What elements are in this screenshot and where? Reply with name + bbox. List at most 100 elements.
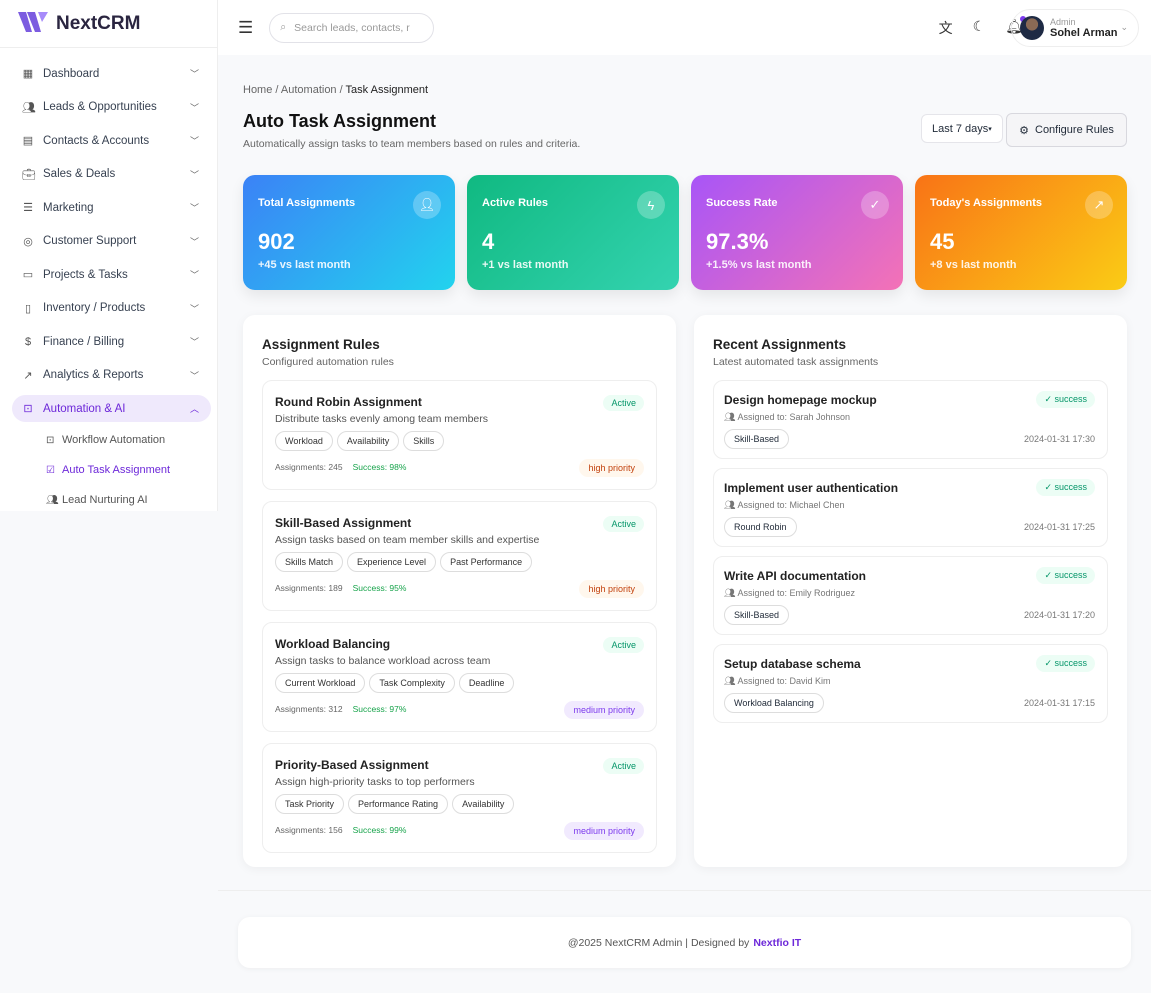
stat-value: 97.3% <box>706 229 769 254</box>
dollar-icon: $ <box>24 335 32 348</box>
assignment-item[interactable]: Write API documentation 👥︎ Assigned to: E… <box>713 556 1108 635</box>
assignee: Assigned to: Emily Rodriguez <box>737 588 855 598</box>
sidebar-item[interactable]: ◎ Customer Support ﹀ <box>0 225 217 259</box>
sidebar-item[interactable]: 👥︎ Leads & Opportunities ﹀ <box>0 91 217 125</box>
status-badge: Active <box>603 637 644 653</box>
success-rate: Success: 99% <box>352 825 407 835</box>
footer: @2025 NextCRM Admin | Designed by Nextfi… <box>238 917 1131 968</box>
sidebar-item[interactable]: ▤ Contacts & Accounts ﹀ <box>0 124 217 158</box>
stat-card: Total Assignments 902 +45 vs last month 👤︎ <box>243 175 455 290</box>
divider <box>218 890 1151 891</box>
assignee: Assigned to: Sarah Johnson <box>737 412 851 422</box>
chevron-down-icon: ﹀ <box>189 203 199 214</box>
sidebar-subitem[interactable]: 👥︎ Lead Nurturing AI <box>0 485 217 515</box>
breadcrumb-section[interactable]: Automation <box>280 84 337 96</box>
assignment-item[interactable]: Setup database schema 👥︎ Assigned to: Dav… <box>713 644 1108 723</box>
sidebar-item-label: Marketing <box>43 201 94 214</box>
translate-icon[interactable]: 文 <box>938 20 953 36</box>
sidebar-item[interactable]: ▭ Projects & Tasks ﹀ <box>0 258 217 292</box>
stat-card: Active Rules 4 +1 vs last month ϟ <box>467 175 679 290</box>
rule-description: Assign tasks based on team member skills… <box>275 534 540 546</box>
stat-change: +1.5% vs last month <box>706 259 812 271</box>
search-input[interactable]: ⌕ Search leads, contacts, r <box>269 12 435 43</box>
check-circle-icon: ✓ <box>1044 482 1055 492</box>
user-menu[interactable]: Admin Sohel Arman ⌄ <box>1011 9 1139 47</box>
rule-card[interactable]: Round Robin Assignment Distribute tasks e… <box>262 380 657 490</box>
search-placeholder: Search leads, contacts, r <box>294 21 410 34</box>
success-rate: Success: 95% <box>352 583 407 593</box>
bot-icon: ⊡ <box>46 434 55 446</box>
assignment-item[interactable]: Implement user authentication 👥︎ Assigned… <box>713 468 1108 547</box>
chevron-down-icon: ﹀ <box>189 370 199 381</box>
stat-label: Success Rate <box>706 197 778 209</box>
status-badge: ✓ success <box>1036 391 1095 408</box>
sidebar-item[interactable]: ⊡ Automation & AI ︿ <box>12 395 211 422</box>
chevron-down-icon: ﹀ <box>189 337 199 348</box>
sidebar-subitem-label: Auto Task Assignment <box>62 464 171 476</box>
logo[interactable]: NextCRM <box>0 0 217 48</box>
user-check-icon: 👤︎ <box>413 191 441 219</box>
check-circle-icon: ✓ <box>1044 658 1055 668</box>
rule-tag: Skill-Based <box>724 429 790 449</box>
menu-toggle-icon[interactable]: ☰ <box>238 17 254 37</box>
assignment-count: Assignments: 312 <box>275 704 343 714</box>
users-icon: 👥︎ <box>22 101 36 114</box>
rule-tag: Round Robin <box>724 517 797 537</box>
sidebar-item[interactable]: ▯ Inventory / Products ﹀ <box>0 292 217 326</box>
status-text: success <box>1054 394 1087 404</box>
check-circle-icon: ✓ <box>861 191 889 219</box>
check-circle-icon: ✓ <box>1044 394 1055 404</box>
users-icon: 👥︎ <box>724 588 738 598</box>
panel-title: Assignment Rules <box>262 337 380 352</box>
sidebar-item-label: Leads & Opportunities <box>43 101 157 114</box>
task-name: Implement user authentication <box>724 481 899 495</box>
sidebar-subitem[interactable]: ⊡ Workflow Automation <box>0 425 217 455</box>
top-header: ☰ ⌕ Search leads, contacts, r <box>218 0 1151 55</box>
configure-rules-button[interactable]: ⚙ Configure Rules <box>1006 113 1127 147</box>
rule-card[interactable]: Priority-Based Assignment Assign high-pri… <box>262 743 657 853</box>
date-range-select[interactable]: Last 7 days ▾ <box>921 114 1003 143</box>
sidebar-item[interactable]: ☰ Marketing ﹀ <box>0 191 217 225</box>
stat-card: Success Rate 97.3% +1.5% vs last month ✓ <box>691 175 903 290</box>
rule-name: Skill-Based Assignment <box>275 516 412 530</box>
sidebar-item[interactable]: 💼︎ Sales & Deals ﹀ <box>0 158 217 192</box>
sidebar-subitem[interactable]: ☑ Auto Task Assignment <box>0 455 217 485</box>
success-rate: Success: 98% <box>352 462 407 472</box>
status-badge: ✓ success <box>1036 655 1095 672</box>
sidebar-subitem-label: Workflow Automation <box>62 434 166 446</box>
briefcase-icon: 💼︎ <box>22 168 36 181</box>
users-icon: 👥︎ <box>724 500 738 510</box>
criteria-tag: Workload <box>275 431 333 451</box>
status-badge: Active <box>603 395 644 411</box>
sidebar-item[interactable]: $ Finance / Billing ﹀ <box>0 325 217 359</box>
chart-icon: ☰ <box>23 202 33 215</box>
rule-tag: Skill-Based <box>724 605 790 625</box>
footer-brand-link[interactable]: Nextfio IT <box>753 936 802 949</box>
sidebar-item[interactable]: ▦ Dashboard ﹀ <box>0 57 217 91</box>
sidebar-subitem-label: Lead Nurturing AI <box>62 494 148 506</box>
rule-description: Distribute tasks evenly among team membe… <box>275 413 488 425</box>
breadcrumb: Home / Automation / Task Assignment <box>243 84 429 96</box>
panel-title: Recent Assignments <box>713 337 847 352</box>
sidebar: NextCRM ▦ Dashboard ﹀ 👥︎ Leads & Opportuniti… <box>0 0 218 511</box>
sidebar-item-label: Analytics & Reports <box>43 369 144 382</box>
timestamp: 2024-01-31 17:15 <box>1023 698 1095 708</box>
chevron-down-icon: ﹀ <box>189 69 199 80</box>
rule-card[interactable]: Workload Balancing Assign tasks to balanc… <box>262 622 657 732</box>
status-badge: ✓ success <box>1036 567 1095 584</box>
task-name: Setup database schema <box>724 657 861 671</box>
panel-subtitle: Configured automation rules <box>262 356 394 368</box>
bot-icon: ⊡ <box>23 403 33 415</box>
recent-assignments-panel: Recent Assignments Latest automated task… <box>694 315 1127 867</box>
grid-icon: ▦ <box>22 68 34 81</box>
stat-label: Total Assignments <box>258 197 356 209</box>
moon-icon[interactable]: ☾ <box>972 18 986 34</box>
sidebar-item[interactable]: ↗ Analytics & Reports ﹀ <box>0 359 217 393</box>
app-name: NextCRM <box>56 12 141 34</box>
sidebar-item-label: Contacts & Accounts <box>43 134 150 147</box>
rule-card[interactable]: Skill-Based Assignment Assign tasks based… <box>262 501 657 611</box>
stat-label: Active Rules <box>482 197 549 209</box>
assignment-item[interactable]: Design homepage mockup 👥︎ Assigned to: Sa… <box>713 380 1108 459</box>
criteria-tag: Past Performance <box>440 552 533 572</box>
breadcrumb-home[interactable]: Home <box>243 84 273 96</box>
